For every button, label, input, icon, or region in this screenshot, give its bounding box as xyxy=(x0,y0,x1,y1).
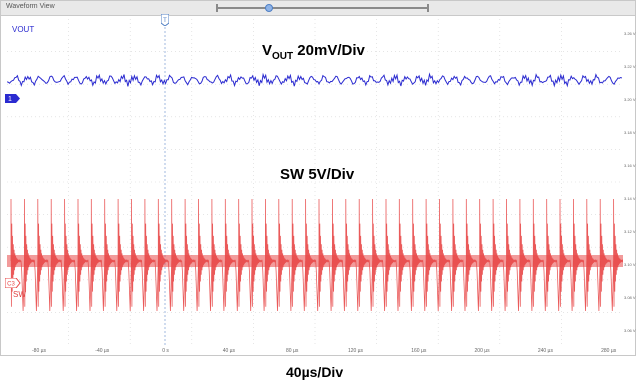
x-tick-label: 160 µs xyxy=(411,348,427,354)
window-title: Waveform View xyxy=(6,3,55,10)
vout-scale-label: VOUT 20mV/Div xyxy=(262,42,365,62)
channel1-name: VOUT xyxy=(12,25,35,34)
channel2-marker-icon[interactable]: C3 xyxy=(5,278,21,288)
channel1-marker-icon[interactable]: 1 xyxy=(5,94,21,103)
waveform-plot xyxy=(7,19,623,345)
y-tick-label: 3.10 V xyxy=(624,262,636,267)
vout-scale: 20mV/Div xyxy=(293,42,365,59)
trigger-cursor-icon[interactable]: T xyxy=(161,14,169,26)
scroll-left-bracket xyxy=(216,4,218,12)
sw-scale-label: SW 5V/Div xyxy=(280,166,355,183)
title-bar: Waveform View xyxy=(1,1,635,16)
vout-subscript: OUT xyxy=(272,51,294,62)
y-tick-label: 3.14 V xyxy=(624,196,636,201)
y-tick-label: 3.18 V xyxy=(624,130,636,135)
channel2-marker-label: C3 xyxy=(7,282,15,288)
vout-trace xyxy=(7,72,623,88)
x-tick-label: 200 µs xyxy=(474,348,490,354)
x-tick-label: 80 µs xyxy=(286,348,299,354)
x-tick-label: -80 µs xyxy=(32,348,46,354)
y-tick-label: 3.06 V xyxy=(624,328,636,333)
x-tick-label: 120 µs xyxy=(347,348,364,354)
x-tick-label: -40 µs xyxy=(95,348,110,354)
time-scroll-track[interactable] xyxy=(218,7,428,9)
y-tick-label: 3.20 V xyxy=(624,97,636,102)
vout-symbol: V xyxy=(262,42,273,59)
x-tick-label: 280 µs xyxy=(601,348,617,354)
x-tick-label: 0 s xyxy=(162,348,169,354)
waveform-window: Waveform View T VOUT 1 SW C3 -80 µs -40 µ… xyxy=(0,0,636,356)
sw-ringing-band xyxy=(7,255,623,267)
y-tick-label: 3.12 V xyxy=(624,229,636,234)
y-tick-label: 3.26 V xyxy=(624,31,636,36)
timebase-label: 40µs/Div xyxy=(286,364,344,380)
y-tick-label: 3.22 V xyxy=(624,64,636,69)
time-scroll-thumb[interactable] xyxy=(265,4,273,12)
y-tick-label: 3.08 V xyxy=(624,295,636,300)
y-tick-label: 3.16 V xyxy=(624,163,636,168)
channel1-marker-label: 1 xyxy=(8,96,12,103)
scroll-right-bracket xyxy=(427,4,429,12)
x-tick-label: 40 µs xyxy=(222,348,236,354)
cursor-marker-label: T xyxy=(163,18,167,24)
channel2-name: SW xyxy=(13,290,26,299)
x-tick-label: 240 µs xyxy=(537,348,553,354)
